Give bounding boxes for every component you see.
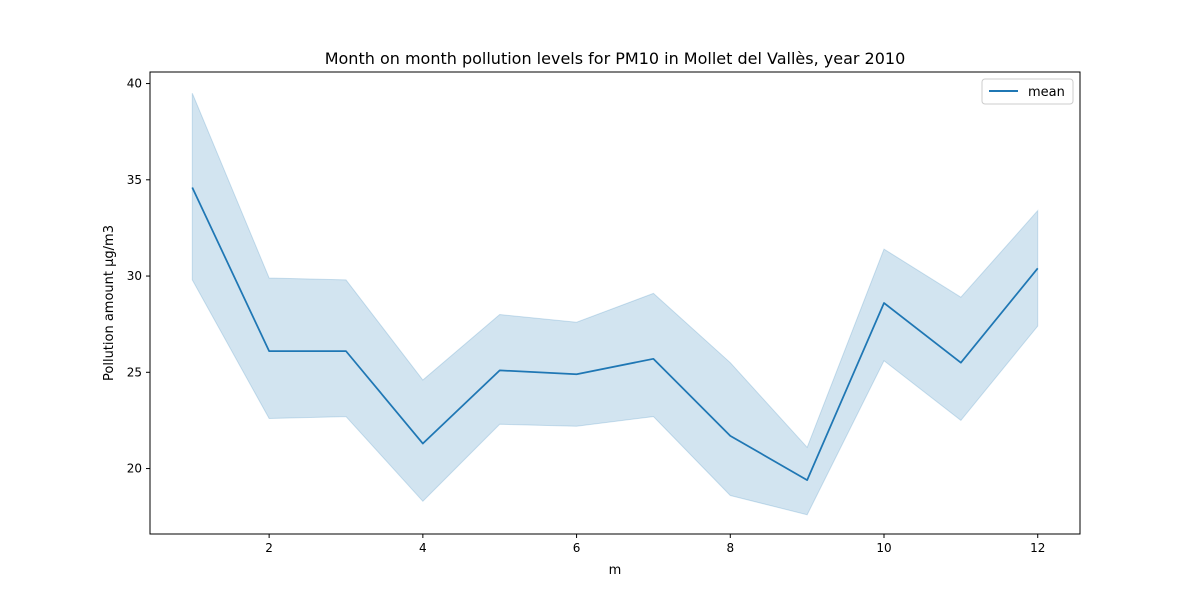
y-tick-label: 35 [127, 173, 142, 187]
x-axis: 2 4 6 8 10 12 [265, 534, 1045, 555]
x-tick-label: 10 [876, 541, 891, 555]
series-line-mean [191, 187, 1039, 481]
legend-box [981, 78, 1074, 105]
x-tick-label: 4 [419, 541, 427, 555]
y-axis: 20 25 30 35 40 [127, 77, 150, 476]
legend: mean [981, 78, 1074, 105]
legend-label-mean: mean [1028, 85, 1065, 100]
y-axis-label: Pollution amount µg/m3 [102, 225, 117, 381]
y-tick-label: 20 [127, 462, 142, 476]
x-tick-label: 6 [573, 541, 581, 555]
x-tick-label: 12 [1030, 541, 1045, 555]
x-axis-label: m [609, 563, 622, 578]
y-tick-label: 25 [127, 365, 142, 379]
x-tick-label: 8 [726, 541, 734, 555]
confidence-band [191, 92, 1039, 516]
plot-frame [149, 71, 1081, 535]
x-tick-label: 2 [265, 541, 273, 555]
chart-title: Month on month pollution levels for PM10… [325, 49, 906, 68]
y-tick-label: 30 [127, 269, 142, 283]
y-tick-label: 40 [127, 77, 142, 91]
plot-content [191, 92, 1039, 516]
